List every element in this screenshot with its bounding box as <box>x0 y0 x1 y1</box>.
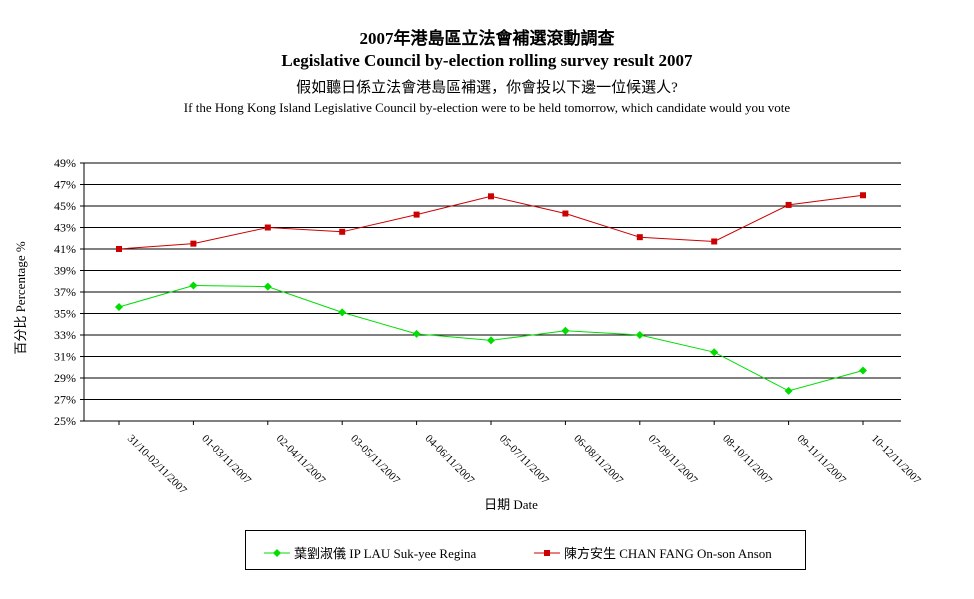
x-tick-label: 05-07/11/2007 <box>497 433 551 487</box>
y-tick-label: 33% <box>54 328 76 342</box>
x-tick-label: 03-05/11/2007 <box>348 433 402 487</box>
chart-subtitle-english: If the Hong Kong Island Legislative Coun… <box>183 100 791 115</box>
x-tick-label: 09-11/11/2007 <box>794 433 848 487</box>
data-point <box>264 224 271 231</box>
data-point <box>785 201 792 208</box>
y-tick-label: 47% <box>54 178 76 192</box>
legend-label-ip: 葉劉淑儀 IP LAU Suk-yee Regina <box>294 546 477 561</box>
chart-title-english: Legislative Council by-election rolling … <box>281 51 693 70</box>
data-point <box>488 193 494 200</box>
series-0 <box>115 281 867 395</box>
x-tick-label: 07-09/11/2007 <box>646 433 700 487</box>
grid-lines <box>84 162 901 400</box>
data-point <box>263 282 272 291</box>
x-tick-label: 08-10/11/2007 <box>720 433 774 487</box>
data-point <box>190 240 197 247</box>
axes <box>80 162 901 425</box>
data-point <box>189 281 198 290</box>
y-tick-label: 27% <box>54 393 76 407</box>
data-point <box>412 329 421 338</box>
legend-swatch-chan <box>534 549 560 556</box>
y-tick-label: 31% <box>54 350 76 364</box>
y-tick-labels: 25% 27% 29% 31% 33% 35% 37% 39% 41% 43% 45% 47% 49% <box>54 156 76 428</box>
y-tick-label: 37% <box>54 285 76 299</box>
legend-swatch-ip <box>264 548 290 557</box>
data-point <box>561 326 570 335</box>
legend: 葉劉淑儀 IP LAU Suk-yee Regina 陳方安生 CHAN FAN… <box>245 530 806 570</box>
legend-label-chan: 陳方安生 CHAN FANG On-son Anson <box>564 546 772 561</box>
data-point <box>711 238 718 245</box>
x-tick-label: 04-06/11/2007 <box>422 433 476 487</box>
y-tick-label: 25% <box>54 414 76 428</box>
chart-subtitle: 假如聽日係立法會港島區補選，你會投以下邊一位候選人? <box>296 80 678 96</box>
data-point <box>413 211 420 218</box>
y-tick-label: 39% <box>54 264 76 278</box>
data-point <box>635 331 644 339</box>
legend-item-chan: 陳方安生 CHAN FANG On-son Anson <box>534 543 772 562</box>
y-tick-label: 35% <box>54 307 76 321</box>
y-tick-label: 49% <box>54 156 76 170</box>
data-point <box>710 348 719 357</box>
series-1 <box>116 192 866 252</box>
y-tick-label: 45% <box>54 199 76 213</box>
x-tick-label: 31/10-02/11/2007 <box>125 433 189 497</box>
series-group <box>115 192 867 395</box>
data-point <box>487 336 495 345</box>
data-point <box>859 366 867 375</box>
data-point <box>784 386 793 395</box>
data-point <box>116 246 122 252</box>
data-point <box>339 228 346 235</box>
y-tick-label: 41% <box>54 242 76 256</box>
data-point <box>338 308 347 317</box>
data-point <box>636 234 643 241</box>
data-point <box>562 210 569 217</box>
series-line <box>118 194 864 250</box>
y-tick-label: 43% <box>54 221 76 235</box>
x-axis-label: 日期 Date <box>484 497 538 512</box>
y-axis-label: 百分比 Percentage % <box>13 241 28 355</box>
data-point <box>115 303 123 312</box>
chart-title: 2007年港島區立法會補選滾動調查 <box>359 29 615 48</box>
x-tick-label: 06-08/11/2007 <box>571 433 625 487</box>
y-tick-label: 29% <box>54 371 76 385</box>
legend-item-ip: 葉劉淑儀 IP LAU Suk-yee Regina <box>264 543 476 562</box>
x-tick-label: 01-03/11/2007 <box>199 433 253 487</box>
x-tick-labels: 31/10-02/11/2007 01-03/11/2007 02-04/11/20… <box>125 433 923 497</box>
x-tick-label: 02-04/11/2007 <box>274 433 328 487</box>
data-point <box>860 192 866 199</box>
x-tick-label: 10-12/11/2007 <box>869 433 923 487</box>
